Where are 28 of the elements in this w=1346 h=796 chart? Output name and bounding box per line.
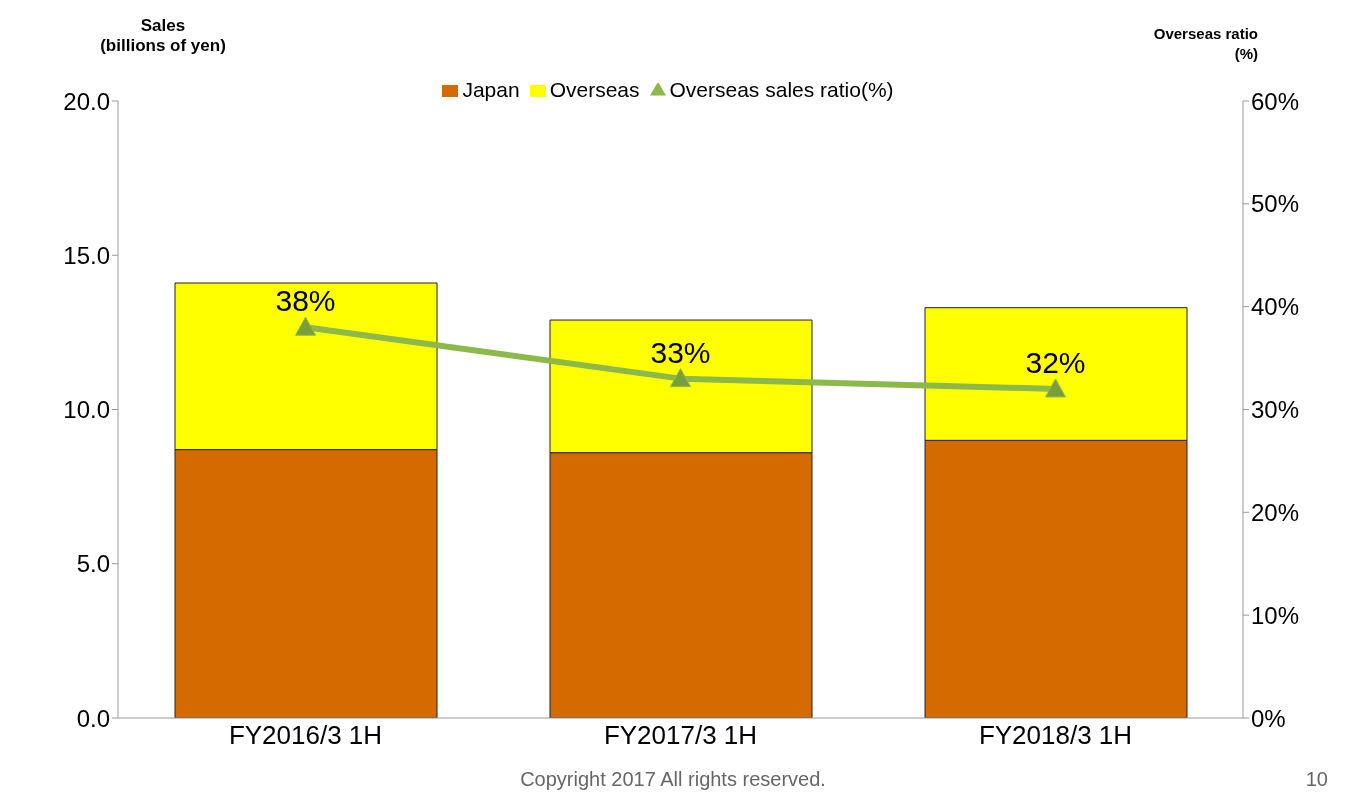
y-tick-label: 0.0 xyxy=(76,704,110,732)
data-label: 32% xyxy=(1025,345,1086,379)
legend-label: Overseas xyxy=(549,78,640,101)
x-tick-label: FY2016/3 1H xyxy=(228,720,383,751)
y2-tick-label: 40% xyxy=(1251,293,1300,321)
x-tick-label: FY2017/3 1H xyxy=(603,720,758,751)
y2-tick-label: 30% xyxy=(1251,396,1300,424)
point xyxy=(295,316,316,336)
y2-tick-label: 20% xyxy=(1251,498,1300,526)
y2-tick-label: 50% xyxy=(1251,190,1300,218)
y-tick-label: 15.0 xyxy=(63,241,110,269)
text: Copyright 2017 All rights reserved. xyxy=(520,768,826,790)
point xyxy=(1045,378,1066,398)
x-tick-label: FY2018/3 1H xyxy=(978,720,1133,751)
text: 10 xyxy=(1305,768,1328,791)
legend-label: Japan xyxy=(462,78,520,101)
y-tick-label: 20.0 xyxy=(63,87,110,115)
data-label: 33% xyxy=(650,335,711,369)
y-axis-title: Sales (billions of yen) xyxy=(99,16,227,56)
y2-tick-label: 10% xyxy=(1251,601,1300,629)
data-label: 38% xyxy=(275,284,336,318)
legend-label: Overseas sales ratio(%) xyxy=(669,78,894,101)
point xyxy=(670,368,691,388)
y2-tick-label: 0% xyxy=(1251,704,1286,732)
y-tick-label: 10.0 xyxy=(63,396,110,424)
y2-axis-title: Overseas ratio (%) xyxy=(1152,24,1259,64)
y-tick-label: 5.0 xyxy=(76,550,110,578)
y2-tick-label: 60% xyxy=(1251,87,1300,115)
